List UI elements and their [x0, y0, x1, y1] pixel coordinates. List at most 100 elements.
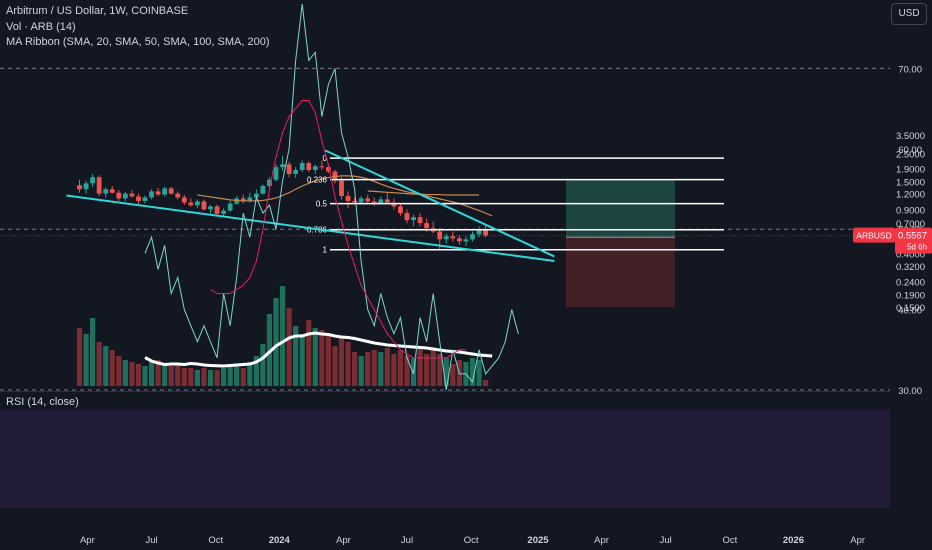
volume-bar — [188, 368, 194, 386]
candle — [122, 191, 128, 202]
countdown-text: 5d 6h — [907, 243, 927, 252]
volume-bar — [207, 370, 214, 386]
volume-bar — [483, 380, 489, 386]
time-tick-label: 2025 — [527, 535, 549, 546]
candle-body — [443, 236, 449, 240]
volume-bar — [450, 364, 456, 386]
candle-body — [155, 191, 161, 195]
candle-body — [162, 188, 168, 195]
volume-bar — [234, 366, 240, 386]
volume-bar — [476, 360, 482, 386]
candle-body — [450, 236, 456, 239]
candle — [162, 186, 168, 197]
candle — [430, 221, 436, 234]
candle-body — [404, 213, 410, 221]
volume-bar — [162, 364, 168, 386]
volume-bar — [437, 354, 443, 386]
volume-bar — [96, 342, 102, 386]
time-tick-label: Jul — [145, 535, 157, 546]
volume-bar — [260, 344, 266, 386]
time-tick-label: Oct — [723, 535, 738, 546]
time-tick-label: Apr — [80, 535, 95, 546]
candle — [411, 214, 416, 227]
time-tick-label: Oct — [208, 535, 223, 546]
volume-bar — [116, 356, 122, 386]
fib-level-label: 0.236 — [307, 176, 328, 185]
price-tick-label: 1.9000 — [896, 165, 925, 176]
candle-body — [142, 197, 148, 201]
candle-body — [352, 200, 357, 203]
candle-body — [437, 231, 443, 240]
position-target-zone[interactable] — [566, 179, 675, 238]
volume-bar — [175, 364, 181, 386]
candle — [208, 204, 213, 214]
candle-body — [240, 198, 246, 201]
fib-level-label: 0.5 — [316, 200, 328, 209]
trendline[interactable] — [66, 194, 555, 262]
volume-bar — [312, 328, 318, 386]
volume-bar — [358, 356, 364, 386]
candle — [168, 186, 174, 195]
candle-body — [227, 203, 233, 211]
candle — [463, 236, 469, 247]
candle-body — [109, 189, 115, 193]
time-tick-label: Apr — [850, 535, 865, 546]
candle-body — [463, 239, 469, 242]
candle-body — [293, 169, 299, 174]
candle-body — [221, 210, 226, 214]
candle — [195, 199, 200, 209]
volume-bar — [214, 370, 220, 386]
candle — [457, 235, 462, 245]
volume-bar — [404, 356, 410, 386]
candle — [103, 187, 109, 198]
candle — [443, 233, 449, 244]
symbol-price-tag: ARBUSD — [853, 227, 895, 243]
volume-bar — [424, 354, 430, 386]
currency-button[interactable]: USD — [891, 3, 927, 25]
price-tick-label: 0.7000 — [896, 219, 925, 230]
candle — [476, 226, 482, 238]
rsi-line — [144, 4, 519, 391]
volume-bar — [168, 366, 174, 386]
candle-body — [286, 164, 292, 174]
candle — [136, 193, 141, 205]
price-tick-label: 1.2000 — [896, 190, 925, 201]
price-tick-label: 0.9000 — [896, 205, 925, 216]
volume-bar — [299, 334, 305, 386]
time-tick-label: Oct — [464, 535, 479, 546]
candle-body — [267, 179, 272, 187]
candle — [77, 179, 82, 193]
position-stop-zone[interactable] — [566, 237, 675, 308]
candle — [188, 198, 194, 207]
volume-bar — [430, 350, 436, 386]
candle — [201, 199, 207, 211]
candle — [319, 160, 325, 170]
time-tick-label: Jul — [660, 535, 672, 546]
candle-body — [129, 193, 135, 197]
trendline[interactable] — [324, 149, 555, 258]
candle — [470, 231, 475, 242]
volume-bar — [378, 352, 384, 386]
candle-body — [116, 192, 122, 199]
candle-body — [103, 189, 109, 194]
volume-bar — [227, 364, 233, 386]
candle — [129, 190, 135, 198]
candle-body — [136, 196, 141, 201]
volume-bar — [142, 366, 148, 386]
candle — [312, 164, 318, 174]
symbol-tag-bg — [853, 227, 895, 243]
price-tick-label: 0.1500 — [896, 303, 925, 314]
candle-body — [253, 193, 259, 198]
candle-body — [201, 201, 207, 210]
candle-body — [371, 201, 377, 204]
volume-bar — [384, 348, 390, 386]
fib-level-label: 0 — [323, 154, 328, 163]
volume-bar — [221, 368, 227, 386]
current-price-bg — [895, 227, 932, 254]
candle-body — [345, 195, 351, 201]
candle-body — [417, 217, 423, 224]
candle — [299, 160, 305, 173]
candle — [109, 186, 115, 194]
price-tick-label: 2.5000 — [896, 150, 925, 161]
